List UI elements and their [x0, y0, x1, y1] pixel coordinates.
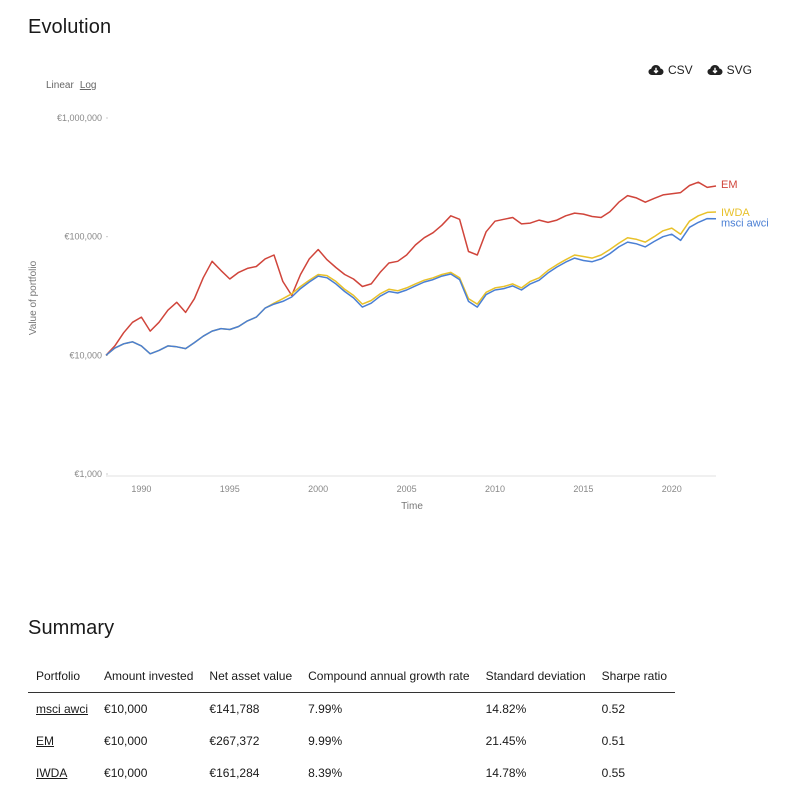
evolution-title: Evolution [28, 16, 112, 38]
x-tick-label: 2005 [397, 484, 417, 494]
cagr-cell: 9.99% [308, 734, 343, 748]
cagr-cell: 8.39% [308, 766, 343, 780]
column-header: Sharpe ratio [593, 660, 676, 693]
series-line-em [105, 181, 717, 356]
sharpe-cell: 0.55 [601, 766, 625, 780]
column-header: Amount invested [96, 660, 202, 693]
portfolio-link[interactable]: EM [36, 734, 54, 748]
sharpe-cell: 0.52 [601, 702, 625, 716]
download-csv-button[interactable]: CSV [648, 63, 693, 77]
table-row: msci awci €10,000 €141,788 7.99% 14.82% … [28, 693, 675, 726]
log-scale-link[interactable]: Log [79, 80, 97, 91]
y-axis-label: Value of portfolio [28, 260, 39, 335]
download-svg-button[interactable]: SVG [707, 63, 752, 77]
net-asset-value-cell: €161,284 [209, 766, 260, 780]
column-header: Portfolio [28, 660, 97, 693]
scale-toggle: Linear Log [46, 80, 103, 91]
net-asset-value-cell: €267,372 [209, 734, 260, 748]
x-tick-label: 1990 [131, 484, 151, 494]
evolution-chart: €1,000 €10,000 €100,000 €1,000,000 1990 1995… [28, 113, 769, 512]
summary-header-row: Portfolio Amount invested Net asset valu… [28, 660, 676, 693]
cloud-download-icon [648, 65, 664, 75]
column-header: Compound annual growth rate [300, 660, 478, 693]
series-label-msci-awci: msci awci [721, 218, 769, 230]
amount-invested-cell: €10,000 [104, 734, 148, 748]
series-line-iwda [105, 211, 717, 356]
y-tick-label: €10,000 [69, 350, 102, 360]
download-svg-label: SVG [726, 63, 752, 77]
y-tick-label: €1,000 [74, 469, 102, 479]
table-row: EM €10,000 €267,372 9.99% 21.45% 0.51 [28, 725, 675, 757]
series-label-em: EM [721, 179, 738, 191]
portfolio-link[interactable]: IWDA [36, 766, 68, 780]
sharpe-cell: 0.51 [601, 734, 625, 748]
summary-title: Summary [28, 617, 115, 639]
std-dev-cell: 21.45% [485, 734, 527, 748]
linear-scale-link[interactable]: Linear [46, 80, 74, 91]
column-header: Net asset value [201, 660, 301, 693]
series-line-msci-awci [105, 217, 717, 356]
x-tick-label: 2010 [485, 484, 505, 494]
download-csv-label: CSV [667, 63, 693, 77]
cloud-download-icon [707, 65, 723, 75]
y-tick-label: €100,000 [64, 232, 102, 242]
amount-invested-cell: €10,000 [104, 702, 148, 716]
x-axis-label: Time [401, 501, 423, 512]
x-axis: 1990 1995 2000 2005 2010 2015 2020 [131, 484, 681, 494]
series-lines [105, 181, 717, 356]
x-tick-label: 2020 [662, 484, 682, 494]
std-dev-cell: 14.82% [485, 702, 527, 716]
portfolio-link[interactable]: msci awci [36, 702, 89, 716]
y-axis: €1,000 €10,000 €100,000 €1,000,000 [57, 113, 108, 479]
table-row: IWDA €10,000 €161,284 8.39% 14.78% 0.55 [28, 757, 675, 789]
summary-table: Portfolio Amount invested Net asset valu… [28, 660, 676, 789]
download-buttons: CSV SVG [648, 63, 752, 77]
x-tick-label: 2015 [573, 484, 593, 494]
x-tick-label: 1995 [220, 484, 240, 494]
series-label-iwda: IWDA [721, 207, 750, 219]
x-tick-label: 2000 [308, 484, 328, 494]
std-dev-cell: 14.78% [485, 766, 527, 780]
cagr-cell: 7.99% [308, 702, 343, 716]
amount-invested-cell: €10,000 [104, 766, 148, 780]
column-header: Standard deviation [477, 660, 594, 693]
net-asset-value-cell: €141,788 [209, 702, 260, 716]
y-tick-label: €1,000,000 [57, 113, 102, 123]
